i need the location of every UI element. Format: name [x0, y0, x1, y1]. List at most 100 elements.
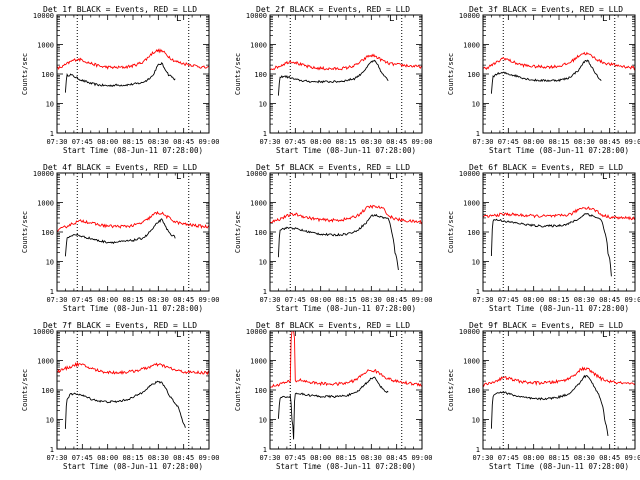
y-tick-label: 1000: [250, 42, 267, 50]
panel-det-8: Det 8f BLACK = Events, RED = LLD 1 10 100 10…: [234, 321, 433, 471]
panel-det-6: Det 6f BLACK = Events, RED = LLD 1 10 100 10…: [447, 163, 640, 313]
events-line: [490, 374, 609, 436]
y-tick-label: 10000: [33, 328, 54, 336]
y-axis-label: Counts/sec: [21, 211, 29, 253]
events-line: [277, 213, 399, 271]
y-tick-label: 100: [467, 387, 480, 395]
x-tick-label: 08:00: [523, 454, 544, 462]
x-tick-label: 07:30: [472, 296, 493, 304]
y-tick-label: 10: [46, 101, 54, 109]
y-tick-label: 1: [476, 288, 480, 296]
x-tick-label: 08:30: [148, 138, 169, 146]
y-tick-label: 10: [472, 101, 480, 109]
y-axis-label: Counts/sec: [447, 369, 455, 411]
panel-title: Det 5f BLACK = Events, RED = LLD: [256, 163, 410, 172]
x-tick-label: 07:45: [285, 296, 306, 304]
plot-frame: [56, 172, 210, 292]
lld-line: [269, 330, 423, 388]
x-tick-label: 08:45: [173, 138, 194, 146]
x-tick-label: 08:15: [122, 296, 143, 304]
panel-det-9: Det 9f BLACK = Events, RED = LLD 1 10 100 10…: [447, 321, 640, 471]
x-tick-label: 07:30: [46, 454, 67, 462]
y-tick-label: 10000: [459, 170, 480, 178]
x-tick-label: 08:15: [335, 138, 356, 146]
x-tick-label: 08:15: [122, 454, 143, 462]
x-tick-label: 08:15: [548, 138, 569, 146]
x-tick-label: 07:30: [46, 296, 67, 304]
x-tick-label: 09:00: [411, 138, 432, 146]
x-tick-label: 08:30: [148, 296, 169, 304]
y-tick-label: 10: [472, 417, 480, 425]
x-tick-label: 07:30: [472, 454, 493, 462]
y-tick-label: 1000: [37, 42, 54, 50]
x-axis-label: Start Time (08-Jun-11 07:28:00): [276, 304, 416, 313]
x-tick-label: 08:30: [148, 454, 169, 462]
panel-det-4: Det 4f BLACK = Events, RED = LLD 1 10 100 10…: [21, 163, 220, 313]
x-tick-label: 07:45: [285, 454, 306, 462]
lld-line: [56, 48, 210, 70]
x-tick-label: 08:30: [574, 138, 595, 146]
x-tick-label: 09:00: [411, 296, 432, 304]
panel-det-1: Det 1f BLACK = Events, RED = LLD 1 10 100 10…: [21, 5, 220, 155]
x-tick-label: 09:00: [198, 296, 219, 304]
x-tick-label: 07:45: [498, 296, 519, 304]
y-tick-label: 10: [46, 259, 54, 267]
x-tick-label: 08:45: [386, 296, 407, 304]
lld-line: [56, 210, 210, 232]
x-tick-label: 08:00: [97, 454, 118, 462]
y-axis-label: Counts/sec: [447, 53, 455, 95]
events-line: [490, 59, 602, 94]
x-tick-label: 07:30: [259, 454, 280, 462]
x-tick-label: 08:30: [574, 454, 595, 462]
y-tick-label: 100: [467, 229, 480, 237]
x-tick-label: 07:45: [72, 454, 93, 462]
x-tick-label: 09:00: [198, 454, 219, 462]
y-tick-label: 10: [259, 417, 267, 425]
x-tick-label: 07:30: [259, 296, 280, 304]
x-tick-label: 08:00: [310, 138, 331, 146]
x-tick-label: 08:15: [548, 296, 569, 304]
y-axis-label: Counts/sec: [234, 211, 242, 253]
panel-det-3: Det 3f BLACK = Events, RED = LLD 1 10 100 10…: [447, 5, 640, 155]
panel-det-2: Det 2f BLACK = Events, RED = LLD 1 10 100 10…: [234, 5, 433, 155]
x-tick-label: 08:30: [361, 296, 382, 304]
y-tick-label: 1000: [463, 42, 480, 50]
panel-title: Det 8f BLACK = Events, RED = LLD: [256, 321, 410, 330]
corner-marker: L: [176, 330, 181, 340]
x-tick-label: 08:15: [335, 296, 356, 304]
y-axis-label: Counts/sec: [234, 53, 242, 95]
y-tick-label: 100: [254, 387, 267, 395]
x-tick-label: 07:30: [472, 138, 493, 146]
corner-marker: L: [602, 330, 607, 340]
plot-frame: [269, 14, 423, 134]
y-tick-label: 100: [254, 229, 267, 237]
corner-marker: L: [389, 14, 394, 24]
panel-title: Det 6f BLACK = Events, RED = LLD: [469, 163, 623, 172]
corner-marker: L: [602, 172, 607, 182]
panel-title: Det 2f BLACK = Events, RED = LLD: [256, 5, 410, 14]
x-tick-label: 07:45: [498, 454, 519, 462]
y-tick-label: 10: [46, 417, 54, 425]
events-line: [277, 59, 389, 96]
panel-title: Det 7f BLACK = Events, RED = LLD: [43, 321, 197, 330]
x-tick-label: 09:00: [624, 296, 640, 304]
x-tick-label: 08:00: [97, 296, 118, 304]
x-axis-label: Start Time (08-Jun-11 07:28:00): [489, 146, 629, 155]
corner-marker: L: [389, 330, 394, 340]
y-tick-label: 1: [50, 288, 54, 296]
x-tick-label: 08:00: [523, 296, 544, 304]
lld-line: [56, 361, 210, 376]
panel-title: Det 4f BLACK = Events, RED = LLD: [43, 163, 197, 172]
lld-line: [269, 53, 423, 71]
y-axis-label: Counts/sec: [21, 369, 29, 411]
plot-frame: [269, 172, 423, 292]
y-tick-label: 10000: [246, 328, 267, 336]
y-axis-label: Counts/sec: [447, 211, 455, 253]
events-line: [64, 218, 176, 257]
x-tick-label: 09:00: [624, 138, 640, 146]
events-line: [277, 376, 389, 440]
x-axis-label: Start Time (08-Jun-11 07:28:00): [276, 146, 416, 155]
x-tick-label: 08:45: [173, 296, 194, 304]
x-axis-label: Start Time (08-Jun-11 07:28:00): [276, 462, 416, 471]
